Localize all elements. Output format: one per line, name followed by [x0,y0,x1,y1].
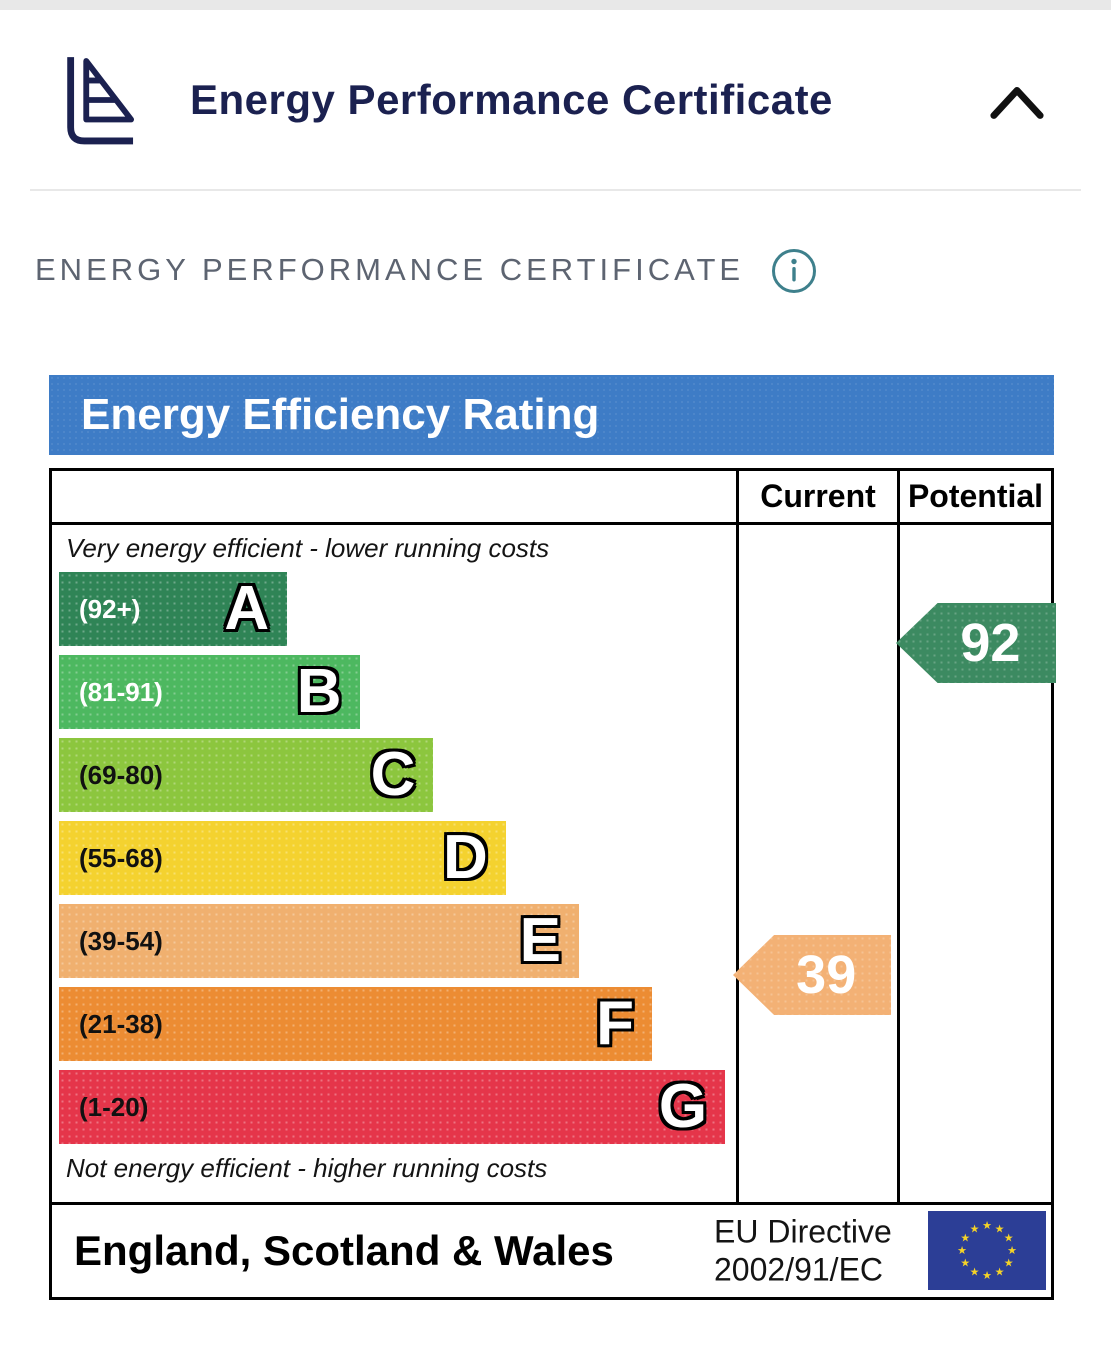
band-bar: (39-54) E [59,904,579,978]
eu-flag-icon: ★ ★ ★ ★ ★ ★ ★ ★ ★ ★ ★ ★ [928,1211,1046,1290]
band-range-label: (55-68) [79,842,163,873]
band-letter: F [596,989,635,1058]
top-note: Very energy efficient - lower running co… [66,533,550,563]
column-divider [736,471,739,1202]
svg-text:★: ★ [995,1222,1005,1235]
svg-text:★: ★ [970,1266,980,1279]
current-rating-arrow: 39 [733,935,891,1015]
rating-table-body: Very energy efficient - lower running co… [52,525,1056,1202]
band-range-label: (81-91) [79,676,163,707]
svg-text:★: ★ [1004,1232,1014,1245]
band-row: (21-38) F [59,987,736,1061]
svg-text:★: ★ [970,1222,980,1235]
band-bar: (92+) A [59,572,288,646]
rating-table: Current Potential Very energy efficient … [49,468,1056,1205]
band-letter: A [224,574,270,643]
svg-text:★: ★ [960,1257,970,1270]
potential-rating-value: 92 [960,613,1021,673]
band-letter: G [658,1072,708,1141]
svg-text:★: ★ [982,1219,992,1232]
band-range-label: (39-54) [79,925,163,956]
band-row: (1-20) G [59,1070,736,1144]
accordion-header[interactable]: Energy Performance Certificate [0,10,1111,190]
band-letter: B [296,657,342,726]
chart-footer: England, Scotland & Wales EU Directive 2… [49,1202,1054,1300]
section-heading: ENERGY PERFORMANCE CERTIFICATE [35,252,745,287]
svg-text:★: ★ [960,1232,970,1245]
band-range-label: (92+) [79,593,141,624]
band-row: (92+) A [59,572,736,646]
energy-efficiency-rating-chart: Energy Efficiency Rating Current Potenti… [49,375,1056,1300]
top-border [0,0,1111,10]
accordion-title: Energy Performance Certificate [190,76,833,123]
band-bar: (1-20) G [59,1070,726,1144]
chevron-up-icon[interactable] [988,82,1046,122]
band-row: (81-91) B [59,655,736,729]
svg-text:★: ★ [995,1266,1005,1279]
region-label: England, Scotland & Wales [74,1227,614,1274]
band-bar: (81-91) B [59,655,360,729]
svg-text:★: ★ [1007,1244,1017,1257]
band-bar: (69-80) C [59,738,434,812]
svg-text:★: ★ [982,1269,992,1282]
current-column-header: Current [760,478,876,514]
band-letter: C [370,740,416,809]
divider [30,189,1081,191]
column-divider [897,471,900,1202]
band-row: (39-54) E [59,904,736,978]
rating-bands: (92+) A (81-91) B (69-80) C (55-68) D (3… [59,572,736,1153]
band-letter: D [443,823,488,892]
potential-rating-arrow: 92 [896,603,1056,683]
band-range-label: (21-38) [79,1008,163,1039]
svg-text:★: ★ [1004,1257,1014,1270]
band-row: (69-80) C [59,738,736,812]
header-rule [52,522,1051,525]
band-row: (55-68) D [59,821,736,895]
band-range-label: (1-20) [79,1091,149,1122]
band-bar: (21-38) F [59,987,653,1061]
svg-text:★: ★ [957,1244,967,1257]
chart-title-banner: Energy Efficiency Rating [49,375,1054,455]
epc-chart-icon [57,50,135,150]
potential-column-header: Potential [907,478,1044,514]
info-icon[interactable] [770,247,818,295]
band-letter: E [519,906,561,975]
chart-title: Energy Efficiency Rating [81,390,600,439]
current-rating-value: 39 [796,945,857,1005]
band-bar: (55-68) D [59,821,506,895]
bottom-note: Not energy efficient - higher running co… [66,1153,548,1183]
band-range-label: (69-80) [79,759,163,790]
eu-directive-label: EU Directive 2002/91/EC [714,1213,892,1287]
